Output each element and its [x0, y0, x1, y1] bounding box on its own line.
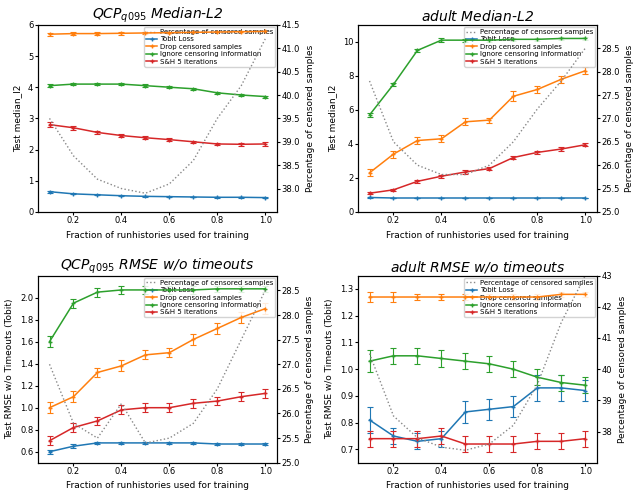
- Legend: Percentage of censored samples, Tobit Loss, Drop censored samples, Ignore censor: Percentage of censored samples, Tobit Lo…: [145, 278, 275, 317]
- Y-axis label: Test RMSE w/o Timeouts (Tobit): Test RMSE w/o Timeouts (Tobit): [326, 299, 335, 439]
- Legend: Percentage of censored samples, Tobit Loss, Drop censored samples, Ignore censor: Percentage of censored samples, Tobit Lo…: [465, 27, 595, 66]
- Title: $QCP_{q095}$ Median-L2: $QCP_{q095}$ Median-L2: [92, 5, 223, 25]
- Y-axis label: Percentage of censored samples: Percentage of censored samples: [625, 45, 634, 192]
- X-axis label: Fraction of runhistories used for training: Fraction of runhistories used for traini…: [386, 231, 569, 240]
- Title: $QCP_{q095}$ RMSE w/o timeouts: $QCP_{q095}$ RMSE w/o timeouts: [60, 256, 254, 276]
- X-axis label: Fraction of runhistories used for training: Fraction of runhistories used for traini…: [386, 482, 569, 491]
- Y-axis label: Test RMSE w/o Timeouts (Tobit): Test RMSE w/o Timeouts (Tobit): [6, 299, 15, 439]
- Y-axis label: Test median_l2: Test median_l2: [328, 85, 337, 152]
- X-axis label: Fraction of runhistories used for training: Fraction of runhistories used for traini…: [66, 231, 249, 240]
- Y-axis label: Test median_l2: Test median_l2: [13, 85, 22, 152]
- Legend: Percentage of censored samples, Tobit Loss, Drop censored samples, Ignore censor: Percentage of censored samples, Tobit Lo…: [465, 278, 595, 317]
- Legend: Percentage of censored samples, Tobit Loss, Drop censored samples, Ignore censor: Percentage of censored samples, Tobit Lo…: [145, 27, 275, 66]
- Y-axis label: Percentage of censored samples: Percentage of censored samples: [305, 45, 315, 192]
- Y-axis label: Percentage of censored samples: Percentage of censored samples: [305, 296, 314, 443]
- X-axis label: Fraction of runhistories used for training: Fraction of runhistories used for traini…: [66, 482, 249, 491]
- Title: $adult$ RMSE w/o timeouts: $adult$ RMSE w/o timeouts: [390, 259, 565, 275]
- Y-axis label: Percentage of censored samples: Percentage of censored samples: [618, 296, 627, 443]
- Title: $adult$ Median-L2: $adult$ Median-L2: [421, 9, 534, 24]
